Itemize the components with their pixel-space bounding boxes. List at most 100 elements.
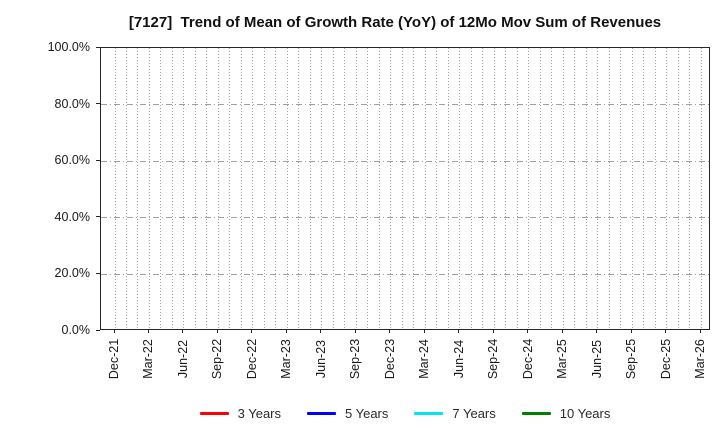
legend-item-label: 10 Years <box>559 406 611 421</box>
vgrid-line <box>171 48 173 329</box>
x-tick-label: Mar-23 <box>279 339 294 379</box>
vgrid-line <box>390 48 392 329</box>
x-tick-mark <box>285 330 287 333</box>
x-tick-label: Dec-24 <box>520 338 535 380</box>
y-tick-mark <box>96 103 100 105</box>
vgrid-line <box>275 48 277 329</box>
vgrid-line <box>436 48 438 329</box>
legend-line-swatch <box>414 412 444 415</box>
vgrid-line <box>597 48 599 329</box>
vgrid-line <box>459 48 461 329</box>
y-tick-label: 80.0% <box>54 96 90 111</box>
vgrid-line <box>125 48 127 329</box>
vgrid-line <box>643 48 645 329</box>
x-tick-mark <box>561 330 563 333</box>
vgrid-line <box>229 48 231 329</box>
vgrid-line <box>263 48 265 329</box>
vgrid-line <box>298 48 300 329</box>
vgrid-line <box>160 48 162 329</box>
x-tick-mark <box>527 330 529 333</box>
vgrid-line <box>332 48 334 329</box>
vgrid-line <box>585 48 587 329</box>
y-tick-label: 20.0% <box>54 266 90 281</box>
vgrid-line <box>631 48 633 329</box>
y-tick-mark <box>96 159 100 161</box>
vgrid-line <box>700 48 702 329</box>
vgrid-line <box>217 48 219 329</box>
vgrid-line <box>355 48 357 329</box>
x-tick-mark <box>182 330 184 333</box>
vgrid-line <box>482 48 484 329</box>
legend-line-swatch <box>521 412 551 415</box>
x-tick-label: Sep-24 <box>486 338 501 380</box>
y-tick-label: 100.0% <box>47 40 90 54</box>
vgrid-line <box>114 48 116 329</box>
x-tick-label: Jun-22 <box>175 339 190 379</box>
legend-line-swatch <box>199 412 229 415</box>
y-tick-mark <box>96 272 100 274</box>
legend-item: 10 Years <box>521 406 611 421</box>
y-tick-label: 0.0% <box>61 323 91 337</box>
vgrid-line <box>608 48 610 329</box>
x-tick-label: Mar-22 <box>141 339 156 379</box>
vgrid-line <box>539 48 541 329</box>
vgrid-line <box>528 48 530 329</box>
legend-item: 3 Years <box>199 406 281 421</box>
x-tick-label: Dec-23 <box>382 338 397 380</box>
vgrid-line <box>505 48 507 329</box>
x-tick-mark <box>699 330 701 333</box>
vgrid-line <box>677 48 679 329</box>
x-tick-label: Dec-21 <box>107 338 121 380</box>
legend-item-label: 3 Years <box>237 406 281 421</box>
vgrid-line <box>367 48 369 329</box>
vgrid-line <box>286 48 288 329</box>
x-tick-label: Dec-22 <box>244 338 259 380</box>
legend-item-label: 5 Years <box>345 406 389 421</box>
vgrid-line <box>194 48 196 329</box>
vgrid-line <box>447 48 449 329</box>
vgrid-line <box>252 48 254 329</box>
legend-line-swatch <box>307 412 336 415</box>
legend-item-label: 7 Years <box>452 406 496 421</box>
legend-item: 7 Years <box>414 406 496 421</box>
x-tick-mark <box>665 330 667 333</box>
vgrid-line <box>666 48 668 329</box>
vgrid-line <box>516 48 518 329</box>
x-tick-label: Sep-22 <box>210 338 225 380</box>
x-tick-label: Mar-24 <box>417 339 432 379</box>
x-tick-mark <box>596 330 598 333</box>
y-tick-mark <box>96 46 100 48</box>
x-tick-mark <box>147 330 149 333</box>
x-tick-label: Mar-26 <box>693 339 707 379</box>
vgrid-line <box>206 48 208 329</box>
vgrid-line <box>470 48 472 329</box>
x-tick-mark <box>354 330 356 333</box>
x-tick-mark <box>251 330 253 333</box>
chart-title: [7127] Trend of Mean of Growth Rate (YoY… <box>128 14 662 31</box>
vgrid-line <box>493 48 495 329</box>
chart-legend: 3 Years 5 Years 7 Years 10 Years <box>100 406 710 421</box>
hgrid-line <box>101 217 709 219</box>
vgrid-line <box>321 48 323 329</box>
x-tick-label: Mar-25 <box>555 339 570 379</box>
x-tick-label: Sep-25 <box>624 338 639 380</box>
vgrid-line <box>689 48 690 329</box>
y-tick-mark <box>96 216 100 218</box>
y-tick-mark <box>96 329 100 331</box>
vgrid-line <box>413 48 415 329</box>
vgrid-line <box>344 48 346 329</box>
y-tick-label: 60.0% <box>54 153 90 168</box>
x-tick-label: Jun-23 <box>313 339 328 379</box>
vgrid-line <box>424 48 426 329</box>
x-tick-mark <box>216 330 218 333</box>
vgrid-line <box>574 48 576 329</box>
x-tick-mark <box>113 330 115 333</box>
x-tick-mark <box>492 330 494 333</box>
x-tick-mark <box>458 330 460 333</box>
hgrid-line <box>101 104 709 106</box>
hgrid-line <box>101 273 709 275</box>
legend-item: 5 Years <box>307 406 388 421</box>
x-tick-mark <box>423 330 425 333</box>
x-tick-label: Dec-25 <box>658 338 673 380</box>
